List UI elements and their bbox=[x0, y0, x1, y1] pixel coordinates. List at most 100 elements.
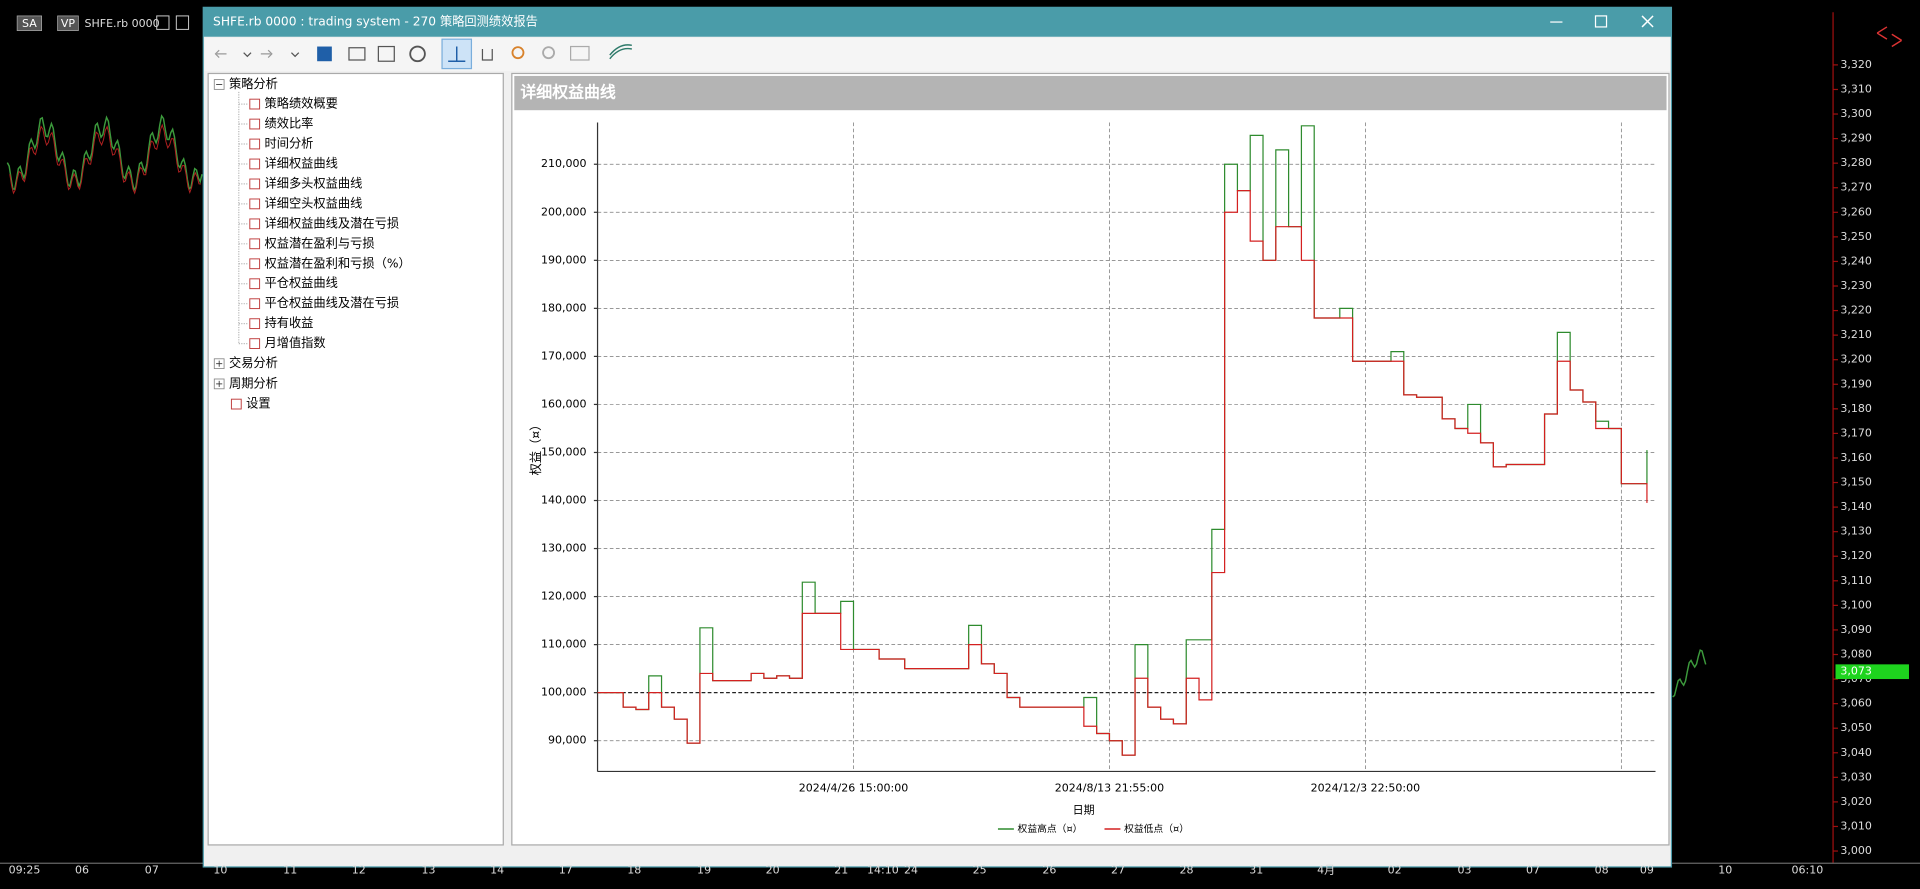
price-tick-label: 3,180 bbox=[1840, 402, 1872, 415]
tree-icon bbox=[249, 118, 261, 130]
x-tick-label: 2024/12/3 22:50:00 bbox=[1311, 782, 1420, 795]
report-window: SHFE.rb 0000 : trading system - 270 策略回测… bbox=[202, 6, 1673, 868]
y-tick-label: 180,000 bbox=[541, 301, 587, 314]
settings-button[interactable] bbox=[409, 45, 426, 63]
time-label: 11 bbox=[283, 864, 297, 877]
y-tick-label: 200,000 bbox=[541, 205, 587, 218]
save-button[interactable] bbox=[317, 46, 332, 62]
pan-button[interactable] bbox=[481, 48, 493, 61]
time-label: 4月 bbox=[1317, 864, 1335, 877]
y-tick-label: 140,000 bbox=[541, 494, 587, 507]
price-tick-label: 3,220 bbox=[1840, 304, 1872, 317]
tree-item[interactable]: 权益潜在盈利和亏损（%） bbox=[264, 256, 410, 270]
time-label: 20 bbox=[766, 864, 780, 877]
cursor-icon bbox=[448, 46, 466, 62]
time-label: 31 bbox=[1249, 864, 1263, 877]
tree-root[interactable]: 策略分析 bbox=[229, 76, 278, 91]
price-tick-label: 3,110 bbox=[1840, 574, 1872, 587]
time-label: 02 bbox=[1388, 864, 1402, 877]
nav-dropdown[interactable] bbox=[243, 52, 300, 58]
tree-item[interactable]: 详细权益曲线 bbox=[264, 155, 337, 170]
title-bar bbox=[203, 7, 1672, 37]
y-tick-label: 160,000 bbox=[541, 397, 587, 410]
price-tick-label: 3,100 bbox=[1840, 598, 1872, 611]
panel-header bbox=[514, 75, 1667, 111]
tree-item[interactable]: 持有收益 bbox=[264, 315, 313, 330]
y-tick-label: 170,000 bbox=[541, 349, 587, 362]
time-label: 10 bbox=[213, 864, 227, 877]
y-tick-label: 190,000 bbox=[541, 253, 587, 266]
price-tick-label: 3,280 bbox=[1840, 156, 1872, 169]
y-tick-label: 210,000 bbox=[541, 157, 587, 170]
x-axis-title: 日期 bbox=[1073, 804, 1095, 817]
tree-item[interactable]: 交易分析 bbox=[229, 355, 278, 370]
toggle[interactable] bbox=[175, 15, 190, 30]
equity-line bbox=[597, 190, 1648, 756]
tree-item[interactable]: 月增值指数 bbox=[264, 335, 325, 350]
y-tick-label: 100,000 bbox=[541, 686, 587, 699]
tree-item[interactable]: 平仓权益曲线及潜在亏损 bbox=[264, 296, 399, 310]
x-tick-label: 2024/8/13 21:55:00 bbox=[1055, 782, 1164, 795]
tree-icon bbox=[249, 278, 261, 290]
close-button[interactable] bbox=[1641, 15, 1654, 28]
legend-label: 权益低点（¤） bbox=[1124, 822, 1189, 835]
tree-item[interactable]: 详细多头权益曲线 bbox=[264, 175, 362, 190]
fit-button[interactable] bbox=[570, 45, 590, 61]
current-price-label: 3,073 bbox=[1840, 665, 1872, 678]
tree-item[interactable]: 详细权益曲线及潜在亏损 bbox=[264, 215, 399, 230]
price-tick-label: 3,060 bbox=[1840, 697, 1872, 710]
price-tick-label: 3,250 bbox=[1840, 230, 1872, 243]
price-tick-label: 3,140 bbox=[1840, 500, 1872, 513]
time-label: 17 bbox=[559, 864, 573, 877]
tree-icon bbox=[249, 138, 261, 150]
tag-box[interactable] bbox=[16, 15, 42, 31]
tree-item[interactable]: 设置 bbox=[246, 397, 270, 411]
tree-item[interactable]: 详细空头权益曲线 bbox=[264, 195, 362, 210]
price-tick-label: 3,270 bbox=[1840, 181, 1872, 194]
print-button[interactable] bbox=[377, 45, 395, 62]
tree-item[interactable]: 策略绩效概要 bbox=[264, 96, 337, 111]
tag-box[interactable] bbox=[57, 15, 79, 31]
tree-item[interactable]: 平仓权益曲线 bbox=[264, 276, 337, 290]
price-tick-label: 3,090 bbox=[1840, 623, 1872, 636]
zoom-out-button[interactable] bbox=[542, 46, 555, 60]
time-label: 10 bbox=[1718, 864, 1732, 877]
tree-item[interactable]: 周期分析 bbox=[229, 376, 278, 390]
time-label: 03 bbox=[1457, 864, 1471, 877]
time-label: 12 bbox=[352, 864, 366, 877]
tree-icon bbox=[249, 338, 261, 349]
price-tick-label: 3,130 bbox=[1840, 525, 1872, 538]
y-axis-title: 权益（¤） bbox=[529, 419, 543, 476]
cursor-button[interactable] bbox=[441, 38, 473, 70]
tag[interactable]: SA bbox=[22, 17, 37, 30]
price-tick-label: 3,000 bbox=[1840, 844, 1872, 857]
price-tick-label: 3,310 bbox=[1840, 82, 1872, 95]
time-label: 06:10 bbox=[1791, 864, 1823, 877]
copy-button[interactable] bbox=[348, 47, 366, 61]
price-tick-label: 3,020 bbox=[1840, 795, 1872, 808]
chart-style-button[interactable] bbox=[609, 44, 632, 60]
tree-item[interactable]: 权益潜在盈利与亏损 bbox=[264, 236, 374, 250]
price-tick-label: 3,200 bbox=[1840, 353, 1872, 366]
candles-red bbox=[9, 123, 201, 195]
tree-icon bbox=[249, 298, 261, 310]
price-tick-label: 3,190 bbox=[1840, 377, 1872, 390]
tag[interactable]: VP bbox=[61, 17, 76, 30]
nav-icon[interactable] bbox=[1876, 26, 1903, 48]
maximize-button[interactable] bbox=[1594, 15, 1608, 28]
tree-icon bbox=[249, 158, 261, 170]
price-tick-label: 3,210 bbox=[1840, 328, 1872, 341]
tree-item[interactable]: 绩效比率 bbox=[264, 116, 313, 131]
time-label: 13 bbox=[422, 864, 436, 877]
nav-buttons[interactable] bbox=[214, 49, 273, 58]
time-label: 08 bbox=[1595, 864, 1609, 877]
price-tick-label: 3,030 bbox=[1840, 770, 1872, 783]
time-label: 28 bbox=[1180, 864, 1194, 877]
price-tick-label: 3,260 bbox=[1840, 205, 1872, 218]
zoom-in-button[interactable] bbox=[511, 46, 525, 60]
y-tick-label: 120,000 bbox=[541, 590, 587, 603]
dropdown[interactable] bbox=[156, 15, 170, 30]
price-tick-label: 3,120 bbox=[1840, 549, 1872, 562]
tree-item[interactable]: 时间分析 bbox=[264, 137, 313, 151]
time-label: 24 bbox=[904, 864, 918, 877]
